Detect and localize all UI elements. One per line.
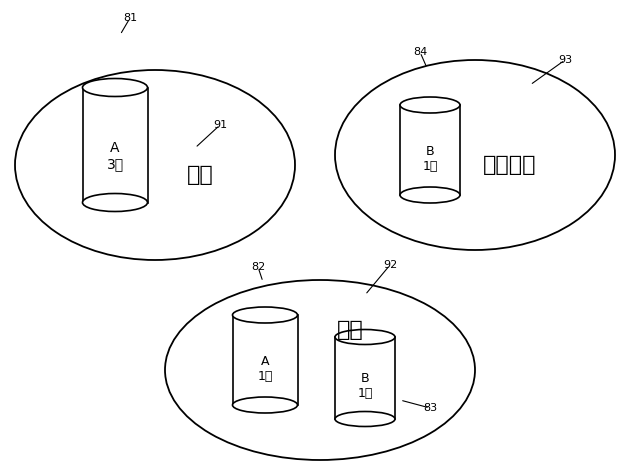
Ellipse shape — [83, 78, 147, 97]
Ellipse shape — [335, 411, 395, 426]
Text: 新宿: 新宿 — [187, 165, 213, 185]
Text: 83: 83 — [423, 403, 437, 413]
Text: 西日暮れ: 西日暮れ — [483, 155, 537, 175]
Text: 93: 93 — [558, 55, 572, 65]
Ellipse shape — [335, 60, 615, 250]
Ellipse shape — [335, 330, 395, 345]
Ellipse shape — [400, 187, 460, 203]
Ellipse shape — [400, 97, 460, 113]
Ellipse shape — [232, 307, 298, 323]
Ellipse shape — [165, 280, 475, 460]
Ellipse shape — [232, 397, 298, 413]
Text: 84: 84 — [413, 47, 427, 57]
Text: 92: 92 — [383, 260, 397, 270]
Ellipse shape — [83, 193, 147, 212]
Text: B
1人: B 1人 — [357, 372, 372, 400]
Text: A
3人: A 3人 — [106, 142, 124, 171]
Bar — [232, 315, 298, 405]
Bar — [335, 337, 395, 419]
Bar — [400, 105, 460, 195]
Text: 82: 82 — [251, 262, 265, 272]
Bar — [83, 87, 147, 203]
Text: 銀座: 銀座 — [337, 320, 364, 340]
Text: A
1人: A 1人 — [257, 355, 273, 383]
Text: 81: 81 — [123, 13, 137, 23]
Ellipse shape — [15, 70, 295, 260]
Text: 91: 91 — [213, 120, 227, 130]
Text: B
1人: B 1人 — [422, 145, 438, 173]
